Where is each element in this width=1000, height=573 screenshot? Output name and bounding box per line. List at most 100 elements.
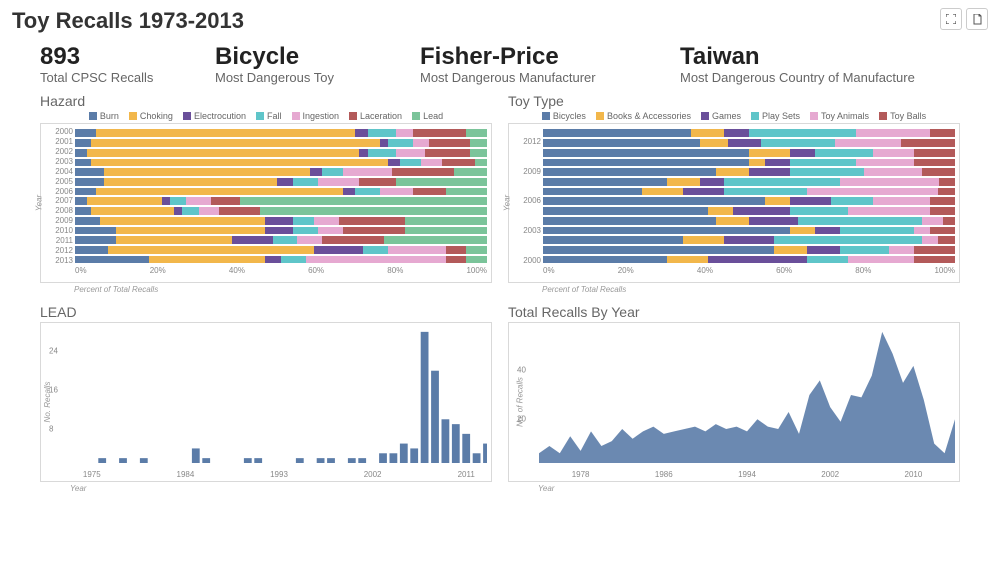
summary-country: Taiwan Most Dangerous Country of Manufac…	[680, 44, 1000, 85]
bar-segment	[466, 256, 487, 264]
bar-segment	[413, 139, 429, 147]
summary-value: 893	[40, 44, 195, 70]
bar-segment	[724, 236, 773, 244]
bar-segment	[761, 139, 835, 147]
lead-panel: LEAD No. Recalls 81624197519841993200220…	[40, 304, 492, 493]
bar-segment	[446, 256, 467, 264]
bar-segment	[260, 207, 487, 215]
y-tick-label: 16	[49, 385, 58, 394]
legend-swatch	[412, 112, 420, 120]
bar-segment	[790, 168, 864, 176]
bar-segment	[683, 236, 724, 244]
x-tick-label: 60%	[776, 266, 792, 280]
bar-segment	[543, 236, 683, 244]
legend-item: Fall	[256, 111, 282, 121]
bar-segment	[446, 246, 467, 254]
bar-segment	[470, 149, 486, 157]
bar-segment	[835, 139, 901, 147]
total-chart: No. of Recalls 204019781986199420022010	[508, 322, 960, 482]
hazard-panel: Hazard BurnChokingElectrocutionFallInges…	[40, 93, 492, 294]
bar-segment	[922, 168, 955, 176]
bar-segment	[790, 149, 815, 157]
legend-swatch	[89, 112, 97, 120]
bar-segment	[749, 159, 765, 167]
bar-segment	[856, 159, 914, 167]
table-row	[543, 167, 955, 177]
bar-segment	[413, 188, 446, 196]
bar-segment	[75, 178, 104, 186]
bar-segment	[454, 168, 487, 176]
bar-segment	[75, 256, 149, 264]
bar-segment	[240, 197, 487, 205]
y-tick-label: 2010	[43, 226, 73, 235]
toytype-panel: Toy Type BicyclesBooks & AccessoriesGame…	[508, 93, 960, 294]
bar-segment	[798, 217, 922, 225]
bar-segment	[930, 207, 955, 215]
summary-value: Bicycle	[215, 44, 400, 70]
table-row	[75, 158, 487, 168]
bar-segment	[691, 129, 724, 137]
bar-segment	[543, 227, 790, 235]
bar-segment	[700, 139, 729, 147]
y-tick-label: 2012	[511, 137, 541, 146]
table-row	[75, 177, 487, 187]
bar-segment	[75, 129, 96, 137]
expand-button[interactable]	[940, 8, 962, 30]
x-tick-label: 20%	[618, 266, 634, 280]
bar-segment	[543, 168, 716, 176]
legend-label: Games	[712, 111, 741, 121]
export-button[interactable]	[966, 8, 988, 30]
bar-segment	[840, 246, 889, 254]
y-tick-label: 2009	[43, 216, 73, 225]
bar-segment	[322, 168, 343, 176]
bar-segment	[642, 188, 683, 196]
bar-segment	[186, 197, 211, 205]
bar-segment	[930, 197, 955, 205]
bar-segment	[314, 217, 339, 225]
bar-segment	[359, 149, 367, 157]
table-row	[543, 196, 955, 206]
legend-swatch	[256, 112, 264, 120]
bar-segment	[232, 236, 273, 244]
x-tick-label: 100%	[934, 266, 954, 280]
bar-segment	[470, 139, 486, 147]
bar-segment	[87, 149, 359, 157]
y-tick-label: 8	[49, 424, 53, 433]
table-row	[543, 245, 955, 255]
bar-segment	[343, 188, 355, 196]
bar-segment	[170, 197, 186, 205]
y-tick-label: 2013	[43, 256, 73, 265]
legend-label: Burn	[100, 111, 119, 121]
bar-segment	[413, 129, 467, 137]
total-panel: Total Recalls By Year No. of Recalls 204…	[508, 304, 960, 493]
y-tick-label: 2001	[43, 137, 73, 146]
y-tick-label: 2000	[43, 127, 73, 136]
legend-item: Burn	[89, 111, 119, 121]
bar-segment	[543, 207, 708, 215]
bar-segment	[149, 256, 264, 264]
bar-segment	[87, 197, 161, 205]
y-tick-label: 2003	[43, 157, 73, 166]
bar-segment	[400, 159, 421, 167]
bar-segment	[281, 256, 306, 264]
bar-segment	[265, 217, 294, 225]
summary-toy: Bicycle Most Dangerous Toy	[215, 44, 400, 85]
bar-segment	[396, 129, 412, 137]
y-tick-label: 2003	[511, 226, 541, 235]
legend-item: Play Sets	[751, 111, 800, 121]
summary-label: Most Dangerous Country of Manufacture	[680, 70, 1000, 85]
legend-label: Books & Accessories	[607, 111, 691, 121]
bar-segment	[815, 149, 873, 157]
bar-segment	[429, 139, 470, 147]
bar-segment	[339, 217, 405, 225]
bar-segment	[543, 149, 749, 157]
x-axis-title: Year	[538, 484, 960, 493]
bar-segment	[774, 236, 922, 244]
table-row	[543, 148, 955, 158]
bar-segment	[914, 227, 930, 235]
bar-segment	[75, 227, 116, 235]
x-tick-label: 40%	[697, 266, 713, 280]
bar-segment	[716, 217, 749, 225]
y-tick-label: 2002	[43, 147, 73, 156]
summary-label: Most Dangerous Manufacturer	[420, 70, 660, 85]
